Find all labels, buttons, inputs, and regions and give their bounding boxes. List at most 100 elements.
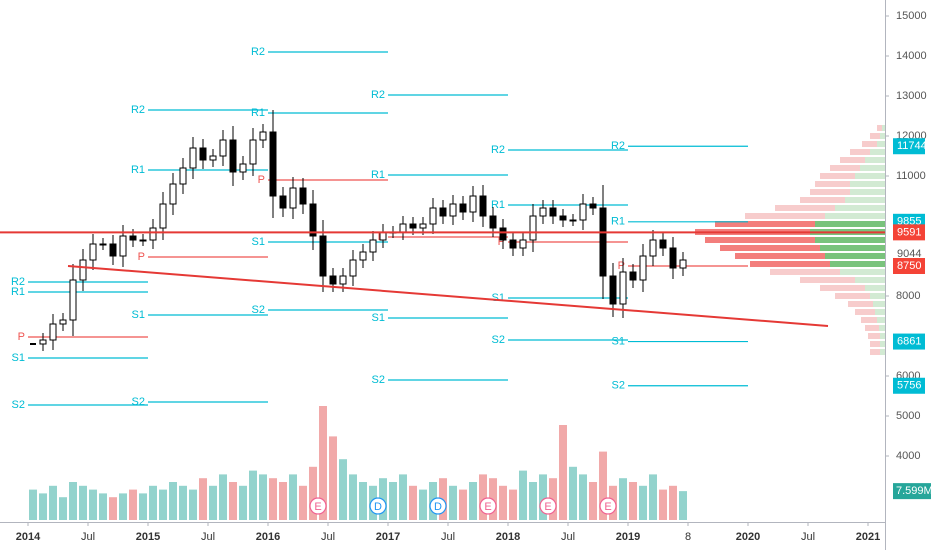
pivot-label: S1 [492,292,505,304]
profile-down [800,277,855,283]
y-tick-label: 15000 [896,10,927,22]
profile-down [810,189,850,195]
event-marker [309,497,327,515]
line-price-label-bg [893,224,925,241]
candle [299,187,307,205]
volume-bar [449,485,457,520]
profile-up [860,165,885,171]
volume-bar [119,493,127,520]
volume-label: 7.599M [896,485,932,497]
candle [30,343,36,345]
pivot-label: S1 [372,312,385,324]
candle [419,223,427,229]
profile-down [750,261,830,267]
profile-up [870,293,885,299]
profile-down [855,309,875,315]
pivot-label: R2 [11,276,25,288]
volume-bar [229,482,237,520]
candle [99,243,107,246]
x-tick-label: 2021 [856,531,880,543]
volume-bar [329,436,337,520]
volume-bar [209,485,217,520]
volume-bar [359,482,367,520]
pivot-label: P [618,260,625,272]
candle [249,139,257,165]
pivot-label: S1 [612,335,625,347]
candle [189,147,197,169]
candle [669,247,677,269]
volume-bar [509,489,517,520]
candle [159,203,167,229]
pivot-label: R2 [131,104,145,116]
volume-bar [179,485,187,520]
candle [399,223,407,233]
profile-up [830,261,885,267]
volume-bar [279,482,287,520]
candle [139,239,147,242]
volume-bar [49,485,57,520]
volume-bar [559,425,567,520]
pivot-label: S2 [612,380,625,392]
volume-bar [79,485,87,520]
pivot-label: R2 [251,46,265,58]
profile-down [870,133,880,139]
candle [659,239,667,249]
event-label: D [434,501,442,513]
profile-up [820,245,885,251]
volume-bar [399,474,407,520]
volume-bar [69,482,77,520]
candle [429,207,437,225]
profile-down [705,237,815,243]
pivot-label: R1 [251,107,265,119]
profile-down [830,165,860,171]
profile-up [870,149,885,155]
pivot-label: P [138,251,145,263]
candle [559,215,567,221]
candle [329,275,337,285]
last-price-label: 9044 [897,248,921,260]
y-tick-label: 11000 [896,170,926,182]
x-tick-label: 2019 [616,531,640,543]
pivot-label: S1 [132,309,145,321]
candle [469,195,477,213]
profile-up [877,141,885,147]
profile-up [879,325,885,331]
volume-bar [419,489,427,520]
volume-bar [189,489,197,520]
profile-up [865,285,885,291]
profile-up [825,213,885,219]
candle [479,195,487,217]
volume-bar [679,491,687,520]
volume-bar [389,482,397,520]
candle [129,235,137,241]
candle [359,251,367,261]
profile-down [835,293,870,299]
volume-bar [459,489,467,520]
candle [589,203,597,209]
event-label: E [604,501,611,513]
pivot-label: R1 [371,169,385,181]
volume-bar [469,482,477,520]
x-tick-label: Jul [321,531,335,543]
volume-bar [599,451,607,520]
x-tick-label: Jul [201,531,215,543]
pivot-label: R2 [371,89,385,101]
event-marker [479,497,497,515]
candle [529,215,537,241]
profile-down [745,213,825,219]
pivot-price-label: 5756 [897,380,921,392]
pivot-label: R2 [491,144,505,156]
volume-bar [29,489,37,520]
volume-bar [269,478,277,520]
volume-bar [169,482,177,520]
candle [679,259,687,269]
candle [149,227,157,241]
pivot-price-label-bg [893,377,925,394]
volume-bar [109,497,117,520]
candle [309,203,317,237]
candle [169,183,177,205]
candle [349,259,357,277]
volume-bar [629,482,637,520]
candle [549,207,557,217]
profile-down [715,221,815,227]
